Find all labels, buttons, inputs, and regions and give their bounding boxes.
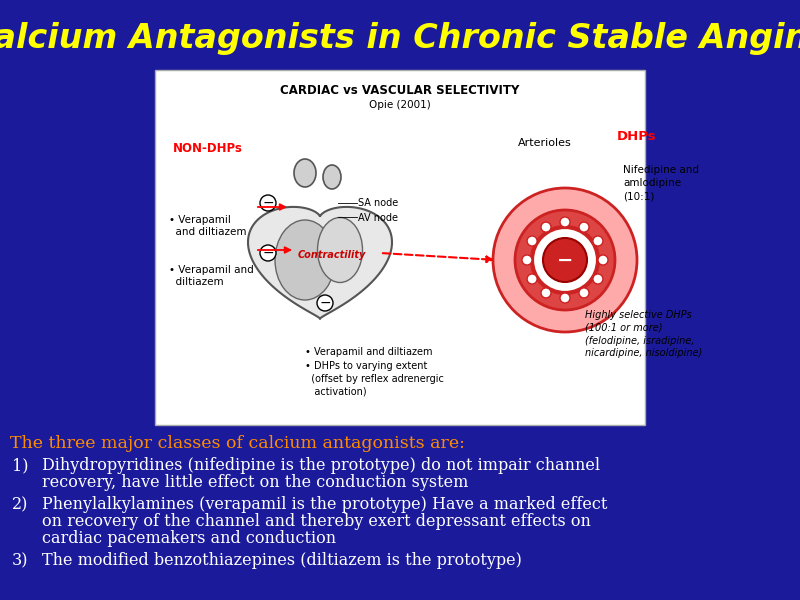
Text: 2): 2) [12, 496, 28, 513]
Circle shape [543, 238, 587, 282]
Text: Opie (2001): Opie (2001) [369, 100, 431, 110]
Circle shape [532, 227, 598, 293]
Circle shape [560, 293, 570, 303]
Circle shape [527, 236, 537, 246]
Text: −: − [262, 196, 274, 210]
Text: Phenylalkylamines (verapamil is the prototype) Have a marked effect: Phenylalkylamines (verapamil is the prot… [42, 496, 607, 513]
Circle shape [527, 274, 537, 284]
Circle shape [493, 188, 637, 332]
Circle shape [522, 255, 532, 265]
Circle shape [541, 288, 551, 298]
Circle shape [598, 255, 608, 265]
Circle shape [579, 222, 589, 232]
Text: −: − [319, 296, 331, 310]
Circle shape [593, 236, 603, 246]
Text: Arterioles: Arterioles [518, 138, 572, 148]
Text: −: − [557, 251, 573, 269]
Circle shape [579, 288, 589, 298]
Text: Nifedipine and
amlodipine
(10:1): Nifedipine and amlodipine (10:1) [623, 165, 699, 202]
Ellipse shape [323, 165, 341, 189]
Text: −: − [262, 246, 274, 260]
Text: • Verapamil
  and diltiazem: • Verapamil and diltiazem [169, 215, 246, 236]
Text: CARDIAC vs VASCULAR SELECTIVITY: CARDIAC vs VASCULAR SELECTIVITY [280, 84, 520, 97]
Polygon shape [248, 207, 392, 319]
Text: SA node: SA node [358, 198, 398, 208]
Text: Contractility: Contractility [298, 250, 366, 260]
Text: Highly selective DHPs
(100:1 or more)
(felodipine, isradipine,
nicardipine, niso: Highly selective DHPs (100:1 or more) (f… [585, 310, 702, 358]
Circle shape [260, 245, 276, 261]
Text: 1): 1) [12, 457, 29, 474]
Text: AV node: AV node [358, 213, 398, 223]
Text: 3): 3) [12, 552, 29, 569]
Text: NON-DHPs: NON-DHPs [173, 142, 243, 155]
Text: on recovery of the channel and thereby exert depressant effects on: on recovery of the channel and thereby e… [42, 513, 591, 530]
Text: recovery, have little effect on the conduction system: recovery, have little effect on the cond… [42, 474, 468, 491]
Text: • Verapamil and diltiazem
• DHPs to varying extent
  (offset by reflex adrenergi: • Verapamil and diltiazem • DHPs to vary… [305, 347, 444, 397]
Text: The modified benzothiazepines (diltiazem is the prototype): The modified benzothiazepines (diltiazem… [42, 552, 522, 569]
Circle shape [515, 210, 615, 310]
Ellipse shape [275, 220, 335, 300]
Bar [155, 70, 645, 425]
Circle shape [560, 217, 570, 227]
Ellipse shape [294, 159, 316, 187]
Text: Dihydropyridines (nifedipine is the prototype) do not impair channel: Dihydropyridines (nifedipine is the prot… [42, 457, 600, 474]
Ellipse shape [318, 217, 362, 283]
Circle shape [541, 222, 551, 232]
Text: Calcium Antagonists in Chronic Stable Angina: Calcium Antagonists in Chronic Stable An… [0, 22, 800, 55]
Text: cardiac pacemakers and conduction: cardiac pacemakers and conduction [42, 530, 336, 547]
Circle shape [260, 195, 276, 211]
Text: • Verapamil and
  diltiazem: • Verapamil and diltiazem [169, 265, 254, 287]
Text: The three major classes of calcium antagonists are:: The three major classes of calcium antag… [10, 435, 465, 452]
Circle shape [317, 295, 333, 311]
Text: DHPs: DHPs [617, 130, 657, 143]
Circle shape [593, 274, 603, 284]
